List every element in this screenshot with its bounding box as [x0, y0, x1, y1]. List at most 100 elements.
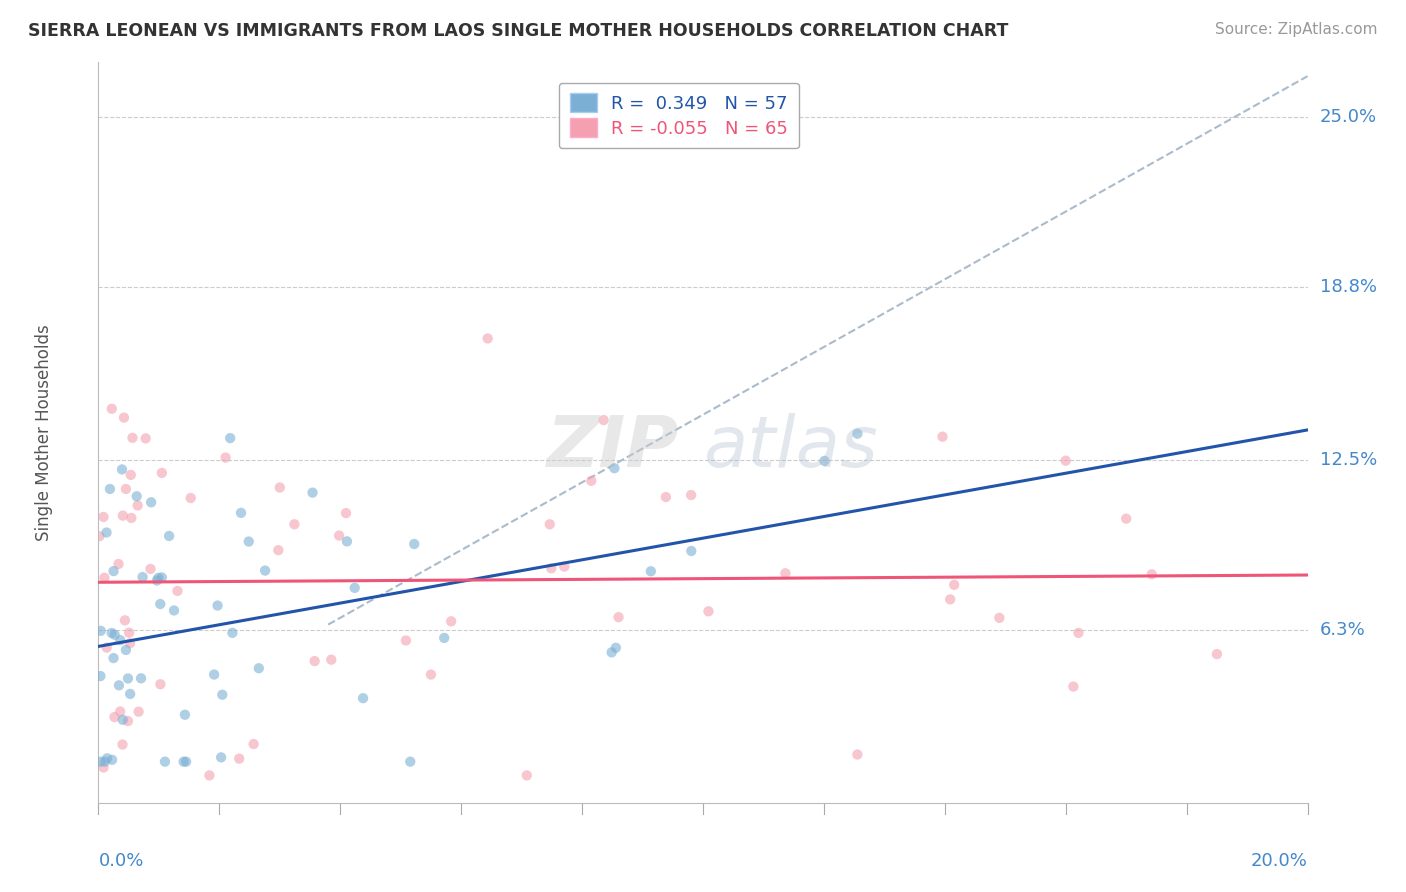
Point — [131, 570, 153, 584]
Point — [94, 755, 117, 769]
Point — [127, 499, 149, 513]
Point — [100, 401, 122, 416]
Point — [96, 640, 118, 655]
Point — [247, 661, 270, 675]
Point — [433, 631, 456, 645]
Point — [477, 331, 499, 345]
Point — [221, 625, 243, 640]
Point — [173, 755, 195, 769]
Point — [96, 751, 118, 765]
Point — [1115, 511, 1137, 525]
Point — [607, 610, 630, 624]
Text: ZIP: ZIP — [547, 413, 679, 482]
Point — [988, 611, 1011, 625]
Point — [336, 534, 359, 549]
Point — [90, 755, 112, 769]
Point — [101, 753, 124, 767]
Point — [120, 687, 142, 701]
Point — [1067, 626, 1090, 640]
Point — [149, 597, 172, 611]
Text: 0.0%: 0.0% — [98, 852, 143, 871]
Point — [219, 431, 242, 445]
Point — [157, 529, 180, 543]
Point — [163, 603, 186, 617]
Point — [813, 454, 835, 468]
Point — [516, 768, 538, 782]
Point — [775, 566, 797, 581]
Point — [153, 755, 176, 769]
Text: 6.3%: 6.3% — [1320, 621, 1365, 639]
Point — [120, 511, 142, 525]
Point — [100, 626, 122, 640]
Point — [681, 544, 703, 558]
Point — [112, 410, 135, 425]
Point — [846, 426, 869, 441]
Point — [115, 643, 138, 657]
Point — [229, 506, 252, 520]
Point — [1140, 567, 1163, 582]
Point — [404, 537, 426, 551]
Point — [640, 564, 662, 578]
Point — [681, 488, 703, 502]
Point — [242, 737, 264, 751]
Point — [655, 490, 678, 504]
Point — [93, 571, 115, 585]
Point — [135, 431, 157, 445]
Point — [202, 667, 225, 681]
Point — [111, 713, 134, 727]
Point — [605, 640, 627, 655]
Point — [117, 672, 139, 686]
Point — [304, 654, 326, 668]
Point — [174, 755, 197, 769]
Point — [103, 710, 125, 724]
Point — [440, 615, 463, 629]
Point — [198, 768, 221, 782]
Point — [335, 506, 357, 520]
Point — [420, 667, 443, 681]
Point — [111, 738, 134, 752]
Point — [943, 578, 966, 592]
Point — [592, 413, 614, 427]
Point — [180, 491, 202, 505]
Point — [328, 528, 350, 542]
Point — [352, 691, 374, 706]
Point — [120, 467, 142, 482]
Point — [581, 474, 603, 488]
Point — [553, 559, 575, 574]
Point — [166, 583, 188, 598]
Point — [209, 750, 232, 764]
Point — [1206, 647, 1229, 661]
Point — [254, 564, 277, 578]
Point — [228, 752, 250, 766]
Point — [129, 671, 152, 685]
Text: atlas: atlas — [703, 413, 877, 482]
Point — [211, 688, 233, 702]
Point — [148, 571, 170, 585]
Point — [603, 461, 626, 475]
Point — [103, 651, 125, 665]
Point — [125, 489, 148, 503]
Point — [118, 636, 141, 650]
Point — [139, 562, 162, 576]
Point — [150, 570, 173, 584]
Point — [118, 625, 141, 640]
Point — [93, 760, 115, 774]
Point — [1062, 680, 1084, 694]
Point — [269, 481, 291, 495]
Point — [174, 707, 197, 722]
Text: 25.0%: 25.0% — [1320, 108, 1376, 127]
Point — [110, 633, 132, 648]
Point — [96, 525, 118, 540]
Point — [149, 677, 172, 691]
Text: 18.8%: 18.8% — [1320, 278, 1376, 296]
Point — [141, 495, 163, 509]
Point — [1054, 453, 1077, 467]
Point — [267, 543, 290, 558]
Point — [150, 466, 173, 480]
Point — [931, 430, 953, 444]
Point — [89, 529, 111, 543]
Point — [104, 628, 127, 642]
Point — [111, 508, 134, 523]
Point — [128, 705, 150, 719]
Point — [98, 482, 121, 496]
